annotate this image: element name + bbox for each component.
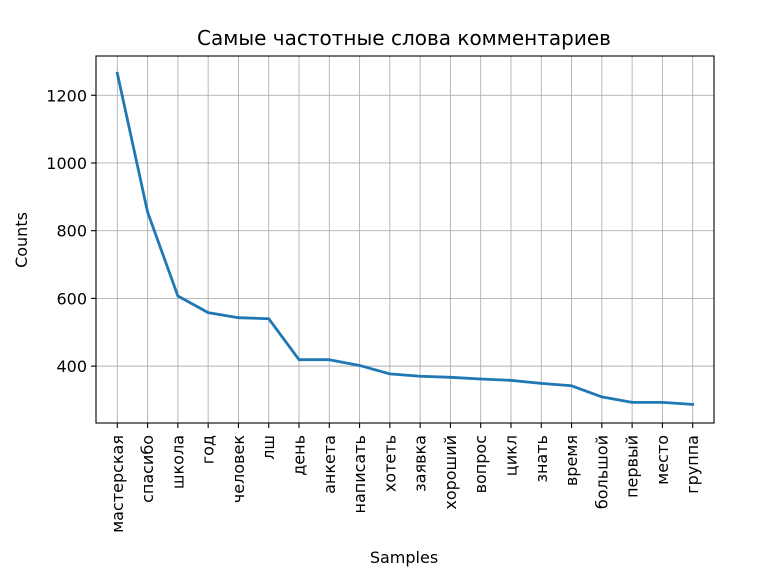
data-point [176,294,180,298]
data-point [328,358,331,361]
x-tick-label: вопрос [471,435,490,493]
data-point [479,377,482,381]
y-tick-label: 1200 [46,86,87,105]
x-tick-label: заявка [411,435,430,492]
x-tick-label: группа [683,435,702,494]
x-tick-label: хотеть [380,435,399,492]
x-tick-label: человек [229,435,248,504]
data-point [358,364,361,367]
plot-frame [95,55,715,424]
data-point [661,401,664,404]
data-point [388,372,392,376]
grid [96,56,714,423]
data-point [206,311,210,314]
y-tick-label: 400 [56,357,87,376]
x-tick-label: лш [259,435,278,460]
x-tick-label: большой [592,435,611,509]
x-tick-label: хороший [441,435,460,510]
series-line [115,71,695,406]
x-tick-label: написать [350,435,369,513]
data-point [540,382,543,385]
data-point [297,358,301,361]
x-axis-label: Samples [370,548,438,567]
x-tick-label: спасибо [138,435,157,503]
x-tick-label: знать [532,435,551,483]
x-tick-label: первый [623,435,642,498]
series-layer [115,71,695,406]
data-point [600,395,604,399]
y-tick-label: 600 [56,289,87,308]
data-point [509,379,513,382]
x-tick-label: анкета [320,435,339,494]
x-tick-label: цикл [501,435,520,476]
x-tick-label: мастерская [108,435,127,533]
x-tick-label: время [562,435,581,486]
data-point [418,375,422,378]
x-tick-label: место [653,435,672,485]
y-axis-label: Counts [12,212,31,268]
x-tick-label: год [199,435,218,464]
ticks: мастерская спасибо школа год человек лш день ан… [46,86,702,533]
x-tick-label: школа [168,435,187,489]
data-point [146,210,149,214]
data-point [116,72,119,75]
x-tick-label: день [290,435,309,476]
data-point [267,317,270,320]
data-point [449,376,452,379]
data-point [691,403,694,406]
y-tick-label: 1000 [46,154,87,173]
data-point [630,401,634,404]
data-point [570,384,573,387]
chart-title: Самые частотные слова комментариев [197,26,611,50]
data-point [237,316,240,319]
y-tick-label: 800 [56,222,87,241]
